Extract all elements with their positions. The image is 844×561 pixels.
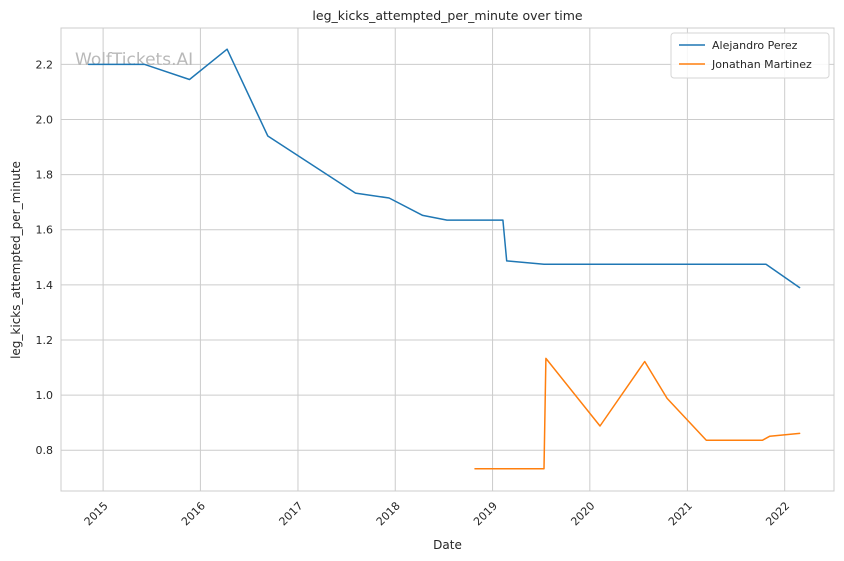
- y-tick-label: 1.6: [36, 224, 54, 237]
- x-tick-label: 2019: [471, 499, 500, 528]
- x-tick-label: 2015: [82, 499, 111, 528]
- plot-frame: [60, 27, 835, 492]
- x-tick-label: 2017: [277, 499, 306, 528]
- y-tick-labels: 0.8 1.0 1.2 1.4 1.6 1.8 2.0 2.2: [36, 58, 54, 457]
- y-gridlines: [61, 63, 834, 451]
- y-axis-title: leg_kicks_attempted_per_minute: [9, 161, 23, 359]
- x-tick-label: 2021: [666, 499, 695, 528]
- watermark: WolfTickets.AI: [75, 50, 193, 70]
- y-tick-label: 2.0: [36, 113, 54, 126]
- chart-title: leg_kicks_attempted_per_minute over time: [312, 8, 582, 23]
- x-tick-labels: 2015 2016 2017 2018 2019 2020 2021 2022: [82, 499, 793, 528]
- plot-background: [61, 28, 834, 491]
- y-tick-label: 0.8: [36, 444, 54, 457]
- y-tick-label: 1.0: [36, 389, 54, 402]
- x-tick-label: 2018: [374, 499, 403, 528]
- series-line-jonathan-martinez: [474, 357, 801, 470]
- y-tick-label: 1.2: [36, 334, 54, 347]
- x-tick-label: 2020: [568, 499, 597, 528]
- legend-label-alejandro-perez: Alejandro Perez: [712, 39, 798, 52]
- x-gridlines: [102, 28, 786, 491]
- y-tick-label: 1.8: [36, 169, 54, 182]
- x-tick-label: 2016: [179, 499, 208, 528]
- x-tick-label: 2022: [763, 499, 792, 528]
- legend-label-jonathan-martinez: Jonathan Martinez: [711, 58, 812, 71]
- y-tick-label: 2.2: [36, 58, 54, 71]
- legend: Alejandro Perez Jonathan Martinez: [670, 32, 830, 79]
- x-axis-title: Date: [433, 538, 462, 552]
- series-line-alejandro-perez: [87, 48, 801, 289]
- y-tick-label: 1.4: [36, 279, 54, 292]
- legend-box: [670, 32, 830, 79]
- series-layer: [87, 48, 801, 470]
